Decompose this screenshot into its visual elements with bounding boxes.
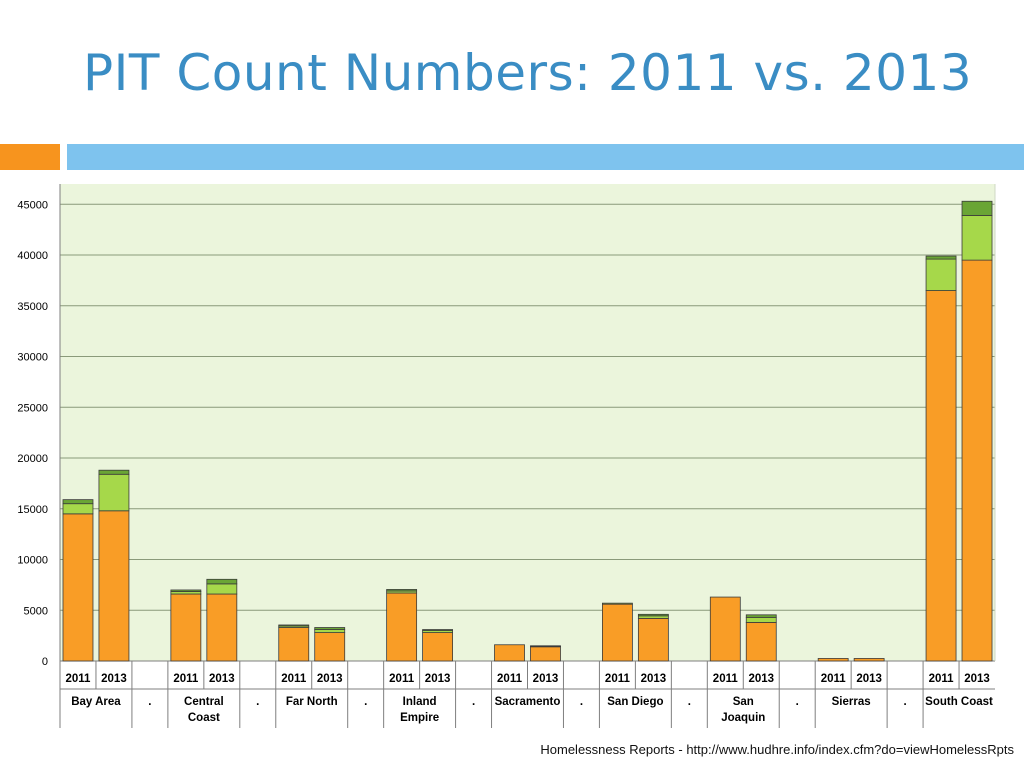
bar-segment [386, 592, 418, 662]
bar-segment [925, 255, 957, 260]
x-category-label: Empire [400, 712, 439, 724]
accent-bar-blue [67, 144, 1024, 170]
bar-segment [530, 645, 561, 647]
bar-segment [422, 632, 453, 662]
bar-segment [961, 200, 993, 216]
bar-segment [314, 629, 346, 633]
x-tick-year-label: 2013 [209, 673, 235, 685]
bar-segment [745, 616, 777, 623]
x-tick-year-label: 2013 [317, 673, 343, 685]
bar-segment [745, 622, 777, 662]
x-category-label: Sierras [832, 696, 871, 708]
bar-segment [925, 258, 957, 291]
bar-segment [314, 632, 346, 662]
x-separator-label: . [148, 696, 151, 708]
x-tick-year-label: 2011 [173, 673, 199, 685]
bar-segment [62, 499, 94, 505]
bar-segment [278, 624, 310, 627]
y-tick-label: 45000 [17, 199, 48, 211]
x-tick-year-label: 2013 [748, 673, 774, 685]
x-category-label: San [733, 696, 754, 708]
bar-segment [206, 583, 238, 595]
source-citation: Homelessness Reports - http://www.hudhre… [540, 742, 1014, 757]
x-separator-label: . [796, 696, 799, 708]
x-tick-year-label: 2013 [425, 673, 451, 685]
bar-segment [314, 627, 346, 630]
x-tick-year-label: 2011 [281, 673, 307, 685]
bar-segment [745, 614, 777, 618]
x-tick-year-label: 2013 [101, 673, 127, 685]
bar-segment [386, 589, 418, 592]
x-tick-year-label: 2011 [605, 673, 631, 685]
bar-segment [961, 215, 993, 261]
x-category-label: Bay Area [71, 696, 121, 708]
bar-segment [637, 613, 669, 617]
bar-segment [602, 602, 633, 605]
x-category-label: San Diego [607, 696, 663, 708]
x-category-label: Joaquin [721, 712, 765, 724]
y-tick-label: 25000 [17, 402, 48, 414]
x-tick-year-label: 2011 [66, 673, 92, 685]
bar-segment [62, 513, 94, 662]
x-tick-year-label: 2011 [821, 673, 847, 685]
bar-segment [709, 596, 741, 662]
y-tick-label: 0 [42, 656, 48, 668]
x-tick-year-label: 2013 [641, 673, 667, 685]
x-category-label: South Coast [925, 696, 993, 708]
stacked-bar-chart: 0 5000 10000 15000 20000 25000 30000 35000 40000… [17, 184, 996, 728]
y-tick-label: 40000 [17, 250, 48, 262]
plot-area [60, 184, 995, 661]
bar-segment [170, 593, 202, 662]
bar-segment [494, 644, 525, 662]
bar-segment [853, 658, 885, 662]
x-category-label: Far North [286, 696, 338, 708]
x-tick-year-label: 2011 [389, 673, 415, 685]
bar-segment [925, 290, 957, 662]
y-tick-label: 20000 [17, 453, 48, 465]
x-separator-label: . [580, 696, 583, 708]
y-tick-label: 15000 [17, 504, 48, 516]
x-tick-year-label: 2011 [929, 673, 955, 685]
x-tick-year-label: 2011 [497, 673, 523, 685]
bar-segment [98, 469, 130, 475]
slide-title: PIT Count Numbers: 2011 vs. 2013 [83, 44, 973, 102]
bar-segment [98, 510, 130, 662]
bar-segment [637, 617, 669, 662]
y-tick-label: 30000 [17, 352, 48, 364]
x-separator-label: . [903, 696, 906, 708]
bar-segment [422, 629, 453, 631]
bar-segment [62, 503, 94, 515]
y-tick-label: 35000 [17, 301, 48, 313]
x-category-label: Inland [403, 696, 437, 708]
accent-bar-orange [0, 144, 60, 170]
x-tick-year-label: 2013 [856, 673, 882, 685]
x-tick-year-label: 2011 [713, 673, 739, 685]
bar-segment [530, 646, 561, 662]
x-separator-label: . [364, 696, 367, 708]
y-tick-label: 5000 [24, 605, 48, 617]
x-category-label: Sacramento [495, 696, 561, 708]
bar-segment [961, 259, 993, 662]
bar-segment [206, 593, 238, 662]
x-tick-year-label: 2013 [533, 673, 559, 685]
x-separator-label: . [688, 696, 691, 708]
bar-segment [278, 627, 310, 662]
bar-segment [602, 603, 633, 662]
x-category-label: Coast [188, 712, 220, 724]
y-tick-label: 10000 [17, 555, 48, 567]
bar-segment [170, 589, 202, 592]
x-tick-year-label: 2013 [964, 673, 990, 685]
bar-segment [817, 658, 849, 662]
x-category-label: Central [184, 696, 224, 708]
bar-segment [98, 473, 130, 512]
x-separator-label: . [256, 696, 259, 708]
bar-segment [206, 578, 238, 585]
x-separator-label: . [472, 696, 475, 708]
